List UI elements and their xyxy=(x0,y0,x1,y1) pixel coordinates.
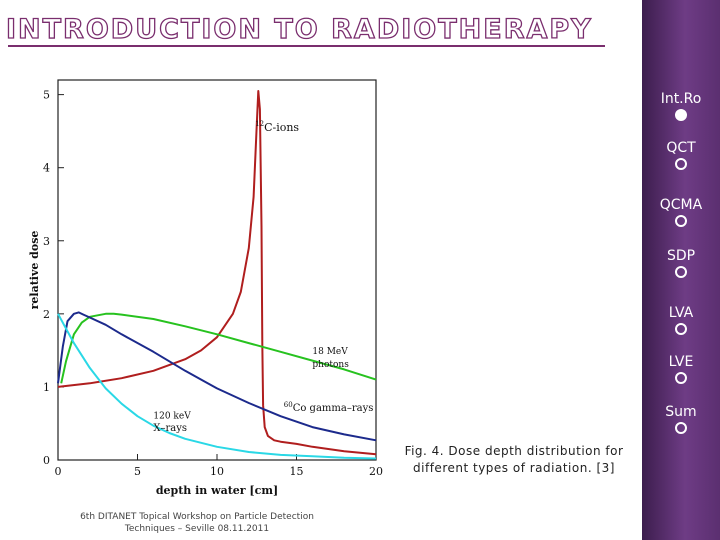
title-underline xyxy=(8,45,605,47)
x-tick-label: 15 xyxy=(290,465,304,478)
footer-line1: 6th DITANET Topical Workshop on Particle… xyxy=(80,512,314,522)
slide-title: INTRODUCTION TO RADIOTHERAPY xyxy=(5,13,593,45)
y-tick-labels: 0 1 2 3 4 5 xyxy=(43,89,50,467)
y-tick-label: 5 xyxy=(43,89,50,102)
nav-item-qcma[interactable]: QCMA xyxy=(642,197,720,227)
y-tick-label: 4 xyxy=(43,162,50,175)
series-label-carbon-ions: 12C-ions xyxy=(255,120,299,134)
x-tick-label: 10 xyxy=(210,465,224,478)
nav-item-label: LVA xyxy=(668,305,694,321)
series-label-photons-line2: photons xyxy=(312,360,349,370)
nav-item-label: Sum xyxy=(665,404,697,420)
nav-item-intro[interactable]: Int.Ro xyxy=(642,91,720,121)
nav-item-label: QCMA xyxy=(659,197,703,213)
nav-item-label: Int.Ro xyxy=(660,91,702,107)
y-tick-label: 3 xyxy=(43,235,50,248)
y-tick-label: 1 xyxy=(43,381,50,394)
y-tick-label: 2 xyxy=(43,308,50,321)
nav-bullet-ring-icon xyxy=(675,158,687,170)
figure-caption-line1: Fig. 4. Dose depth distribution for xyxy=(404,444,624,458)
plot-frame xyxy=(57,79,377,461)
slide-footer: 6th DITANET Topical Workshop on Particle… xyxy=(72,511,322,535)
carbon-ions-curve xyxy=(57,90,377,456)
nav-item-label: LVE xyxy=(668,354,694,370)
series-label-photons-line1: 18 MeV xyxy=(312,347,348,357)
nav-item-label: QCT xyxy=(666,140,696,156)
series-label-xrays-line1: 120 keV xyxy=(153,411,191,421)
series-label-xrays-line2: X–rays xyxy=(153,423,187,434)
section-sidebar: Int.Ro QCT QCMA SDP LVA LVE Sum xyxy=(642,0,720,540)
x-tick-label: 5 xyxy=(134,465,141,478)
nav-bullet-ring-icon xyxy=(675,372,687,384)
x-axis-label: depth in water [cm] xyxy=(156,484,278,497)
x-tick-label: 20 xyxy=(369,465,383,478)
photons-18mev-curve xyxy=(60,312,377,384)
nav-item-sum[interactable]: Sum xyxy=(642,404,720,434)
figure-caption-line2: different types of radiation. [3] xyxy=(413,461,615,475)
nav-item-lva[interactable]: LVA xyxy=(642,305,720,335)
dose-curves xyxy=(57,90,377,460)
y-axis-label: relative dose xyxy=(28,231,41,310)
cobalt-60-curve xyxy=(57,311,377,442)
nav-bullet-ring-icon xyxy=(675,422,687,434)
nav-bullet-ring-icon xyxy=(675,266,687,278)
series-label-cobalt: 60Co gamma–rays xyxy=(284,401,374,414)
figure-caption: Fig. 4. Dose depth distribution for diff… xyxy=(400,443,628,477)
nav-item-lve[interactable]: LVE xyxy=(642,354,720,384)
nav-item-label: SDP xyxy=(666,248,696,264)
x-tick-labels: 0 5 10 15 20 xyxy=(55,465,384,478)
xrays-120kev-curve xyxy=(57,313,377,460)
x-tick-label: 0 xyxy=(55,465,62,478)
nav-item-sdp[interactable]: SDP xyxy=(642,248,720,278)
y-tick-label: 0 xyxy=(43,454,50,467)
nav-item-qct[interactable]: QCT xyxy=(642,140,720,170)
nav-bullet-ring-icon xyxy=(675,323,687,335)
footer-line2: Techniques – Seville 08.11.2011 xyxy=(124,524,270,534)
nav-bullet-ring-icon xyxy=(675,215,687,227)
nav-bullet-filled-icon xyxy=(675,109,687,121)
